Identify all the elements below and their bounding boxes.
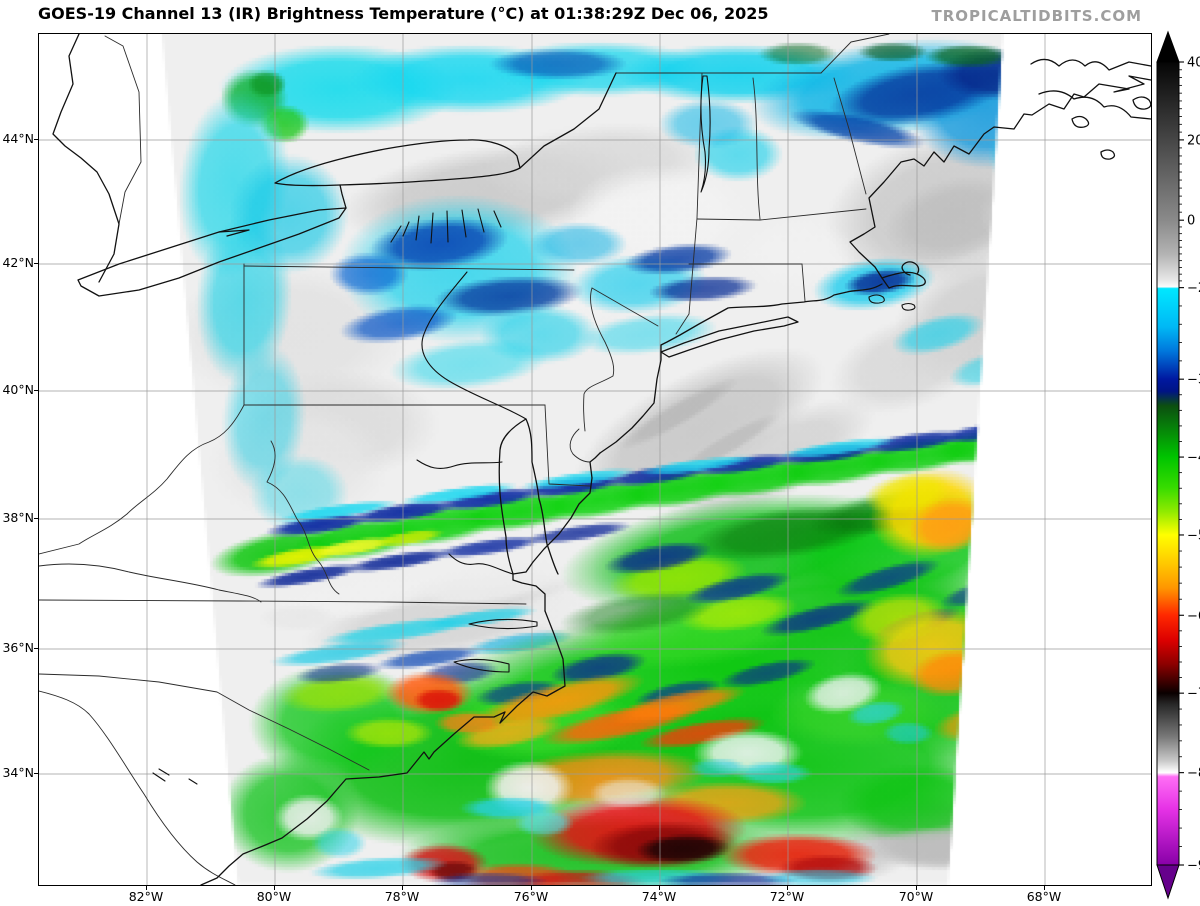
colorbar-bottom-arrow (1156, 864, 1180, 900)
svg-text:−80: −80 (1187, 766, 1200, 781)
lon-tick-label: 82°W (128, 889, 164, 904)
satellite-imagery (39, 34, 1151, 885)
graticule (39, 34, 1151, 885)
lat-tick-label: 40°N (2, 382, 34, 397)
lat-tick-mark (34, 139, 39, 140)
lon-tick-mark (402, 885, 403, 890)
lat-tick-label: 36°N (2, 640, 34, 655)
lon-tick-label: 76°W (513, 889, 549, 904)
lon-tick-label: 74°W (641, 889, 677, 904)
coastlines (52, 34, 1151, 885)
lat-tick-label: 44°N (2, 131, 34, 146)
lat-tick-label: 38°N (2, 510, 34, 525)
lon-tick-label: 70°W (898, 889, 934, 904)
watermark: TROPICALTIDBITS.COM (931, 7, 1142, 25)
svg-text:−60: −60 (1187, 609, 1200, 624)
lon-tick-mark (274, 885, 275, 890)
lon-tick-mark (659, 885, 660, 890)
lon-tick-label: 68°W (1026, 889, 1062, 904)
lat-tick-mark (34, 648, 39, 649)
lon-tick-mark (531, 885, 532, 890)
lat-tick-mark (34, 263, 39, 264)
svg-text:0: 0 (1187, 214, 1195, 229)
lakes-rivers (152, 75, 916, 785)
lon-tick-mark (1044, 885, 1045, 890)
svg-text:−40: −40 (1187, 451, 1200, 466)
lon-tick-mark (916, 885, 917, 890)
lon-tick-mark (787, 885, 788, 890)
lat-tick-mark (34, 773, 39, 774)
lat-tick-label: 34°N (2, 765, 34, 780)
lat-tick-label: 42°N (2, 255, 34, 270)
svg-text:−20: −20 (1187, 281, 1200, 296)
lon-tick-label: 72°W (769, 889, 805, 904)
map-overlay (39, 34, 1151, 885)
svg-text:20: 20 (1187, 133, 1200, 148)
page-title: GOES-19 Channel 13 (IR) Brightness Tempe… (38, 4, 769, 23)
map-area (38, 33, 1152, 886)
colorbar-ticks (1179, 61, 1184, 866)
colorbar: 40 20 0 −20 −30 −40 −50 −60 −70 −80 −90 (1156, 30, 1200, 900)
state-borders (39, 34, 890, 885)
svg-text:−70: −70 (1187, 687, 1200, 702)
colorbar-top-arrow (1156, 30, 1180, 63)
colorbar-tick-labels: 40 20 0 −20 −30 −40 −50 −60 −70 −80 −90 (1187, 56, 1200, 874)
colorbar-gradient (1156, 61, 1180, 866)
lon-tick-mark (146, 885, 147, 890)
lon-tick-label: 80°W (256, 889, 292, 904)
svg-text:−50: −50 (1187, 528, 1200, 543)
lat-tick-mark (34, 518, 39, 519)
lat-tick-mark (34, 390, 39, 391)
svg-text:−30: −30 (1187, 373, 1200, 388)
svg-text:40: 40 (1187, 56, 1200, 71)
svg-text:−90: −90 (1187, 859, 1200, 874)
lon-tick-label: 78°W (384, 889, 420, 904)
